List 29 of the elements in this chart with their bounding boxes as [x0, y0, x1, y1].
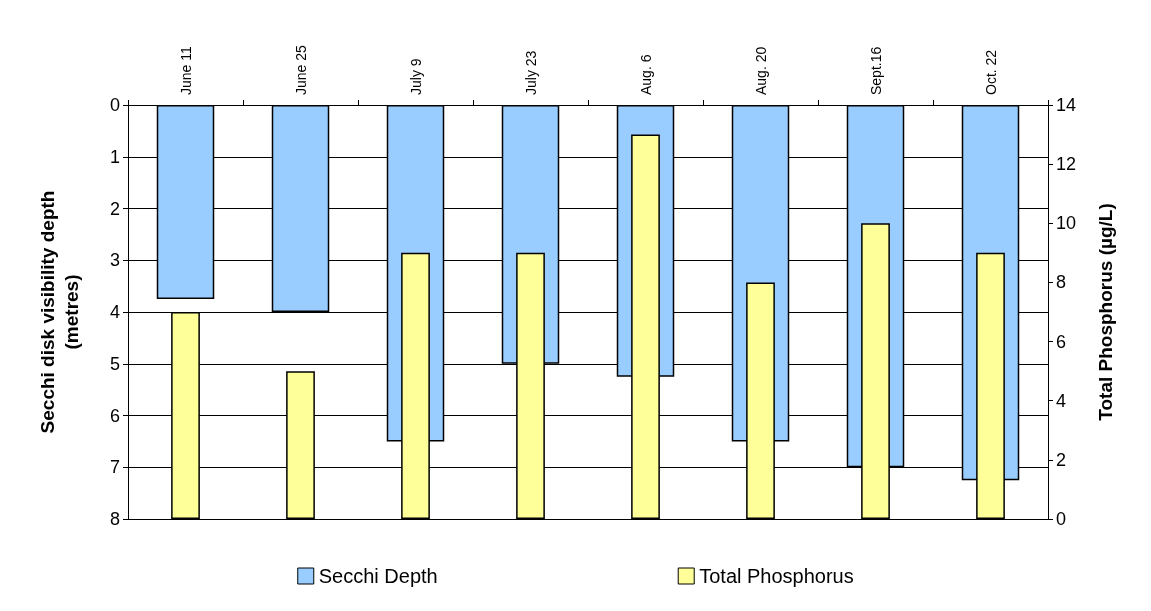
y-tick-label: 5 — [109, 353, 120, 374]
y-tick-label: 4 — [109, 302, 120, 322]
x-tick-label: July 23 — [522, 50, 539, 95]
y2-tick-label: 12 — [1056, 154, 1077, 175]
x-tick-label: Aug. 6 — [637, 54, 654, 95]
legend-label: Secchi Depth — [318, 565, 438, 587]
y-tick-label: 2 — [109, 198, 120, 219]
y-tick-label: 8 — [109, 509, 120, 529]
y2-tick-label: 2 — [1056, 449, 1067, 470]
y2-tick-label: 14 — [1056, 95, 1077, 115]
y2-tick-label: 8 — [1056, 272, 1067, 293]
y-tick-label: 6 — [109, 405, 120, 426]
y2-tick-label: 0 — [1056, 509, 1067, 529]
x-tick-label: June 25 — [292, 44, 309, 95]
x-tick-label: July 9 — [407, 58, 424, 95]
y2-tick-label: 4 — [1056, 390, 1067, 411]
y-tick-label: 7 — [109, 457, 120, 478]
y2-axis-title: Total Phosphorus (µg/L) — [1094, 203, 1116, 421]
x-tick-label: Aug. 20 — [752, 46, 769, 95]
x-tick-label: June 11 — [177, 46, 194, 95]
y-tick-label: 1 — [109, 146, 120, 167]
y2-tick-label: 6 — [1056, 331, 1067, 352]
y-axis-title: Secchi disk visibility depth (metres) — [36, 190, 82, 434]
y-tick-label: 3 — [109, 250, 120, 271]
legend-label: Total Phosphorus — [699, 565, 854, 587]
x-tick-label: Oct. 22 — [982, 49, 999, 95]
x-tick-label: Sept.16 — [867, 46, 884, 95]
y-tick-label: 0 — [109, 95, 120, 115]
y2-tick-label: 10 — [1056, 213, 1077, 234]
